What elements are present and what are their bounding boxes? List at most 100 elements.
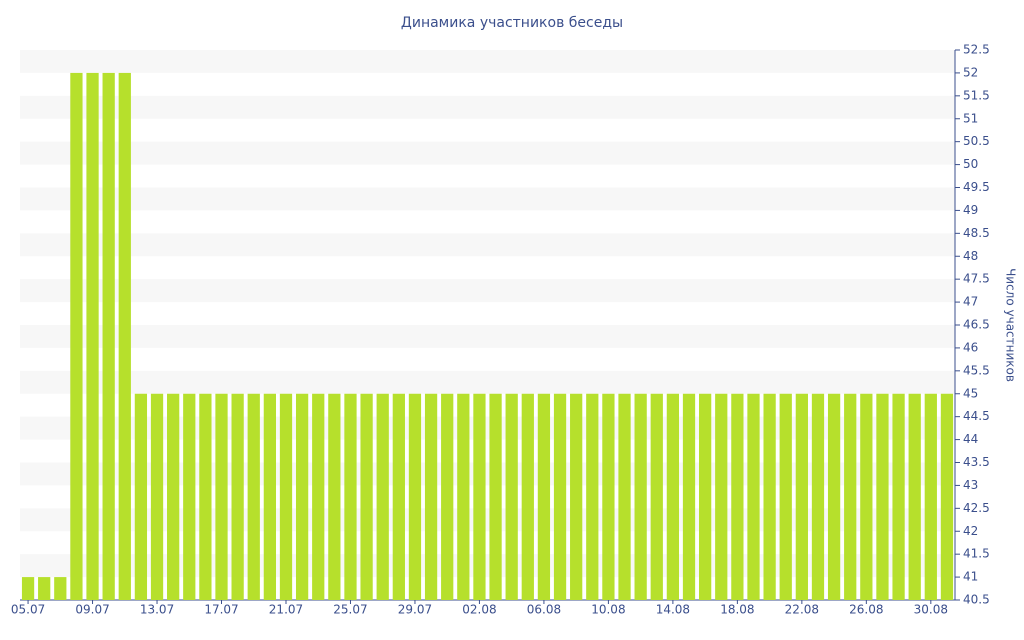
bar [263, 393, 276, 600]
x-tick-label: 14.08 [656, 603, 690, 617]
bar [134, 393, 148, 600]
x-tick-label: 02.08 [462, 603, 496, 617]
x-tick-label: 10.08 [591, 603, 625, 617]
bar [537, 393, 551, 600]
y-tick-label: 42.5 [963, 501, 990, 515]
bar [215, 393, 228, 600]
bar [279, 393, 293, 600]
y-tick-label: 46.5 [963, 318, 990, 332]
bar [940, 393, 954, 600]
bar [892, 393, 905, 600]
y-tick-label: 50.5 [963, 134, 990, 148]
bar [167, 393, 180, 600]
bar [844, 393, 857, 600]
bar [763, 393, 776, 600]
grid-band [20, 279, 955, 303]
bar [553, 393, 567, 600]
bar [86, 72, 99, 600]
y-tick-label: 48 [963, 249, 978, 263]
x-tick-label: 09.07 [75, 603, 109, 617]
bar [360, 393, 373, 600]
bar [38, 577, 51, 600]
y-tick-label: 47.5 [963, 272, 990, 286]
bar [247, 393, 260, 600]
grid-band [20, 141, 955, 165]
bar [70, 72, 83, 600]
y-tick-label: 43 [963, 478, 978, 492]
bar [21, 577, 35, 600]
x-tick-label: 17.07 [204, 603, 238, 617]
bar [666, 393, 680, 600]
y-tick-label: 43.5 [963, 455, 990, 469]
bar [505, 393, 518, 600]
bar [231, 393, 244, 600]
bar [827, 393, 841, 600]
bar [457, 393, 470, 600]
bar [876, 393, 889, 600]
bar [392, 393, 405, 600]
y-tick-label: 45.5 [963, 363, 990, 377]
bar [811, 393, 825, 600]
bar [376, 393, 389, 600]
x-tick-label: 22.08 [785, 603, 819, 617]
bar [150, 393, 164, 600]
y-tick-label: 52.5 [963, 43, 990, 57]
y-tick-label: 40.5 [963, 593, 990, 607]
bar [408, 393, 422, 600]
y-axis-label: Число участников [1004, 268, 1018, 382]
y-tick-label: 44.5 [963, 409, 990, 423]
y-tick-label: 48.5 [963, 226, 990, 240]
bar [747, 393, 760, 600]
chart-title: Динамика участников беседы [401, 15, 623, 31]
bar [102, 72, 115, 600]
bar [682, 393, 696, 600]
bar [424, 393, 438, 600]
bar [183, 393, 196, 600]
bar [473, 393, 486, 600]
grid-band [20, 95, 955, 119]
y-tick-label: 41 [963, 570, 978, 584]
x-tick-label: 21.07 [269, 603, 303, 617]
y-tick-label: 42 [963, 524, 978, 538]
y-tick-label: 44 [963, 432, 978, 446]
y-tick-label: 41.5 [963, 547, 990, 561]
grid-band [20, 187, 955, 211]
y-tick-label: 49.5 [963, 180, 990, 194]
bar [199, 393, 212, 600]
x-tick-label: 13.07 [140, 603, 174, 617]
bar [908, 393, 921, 600]
bar [489, 393, 502, 600]
bar [860, 393, 873, 600]
y-tick-label: 51 [963, 111, 978, 125]
grid-band [20, 233, 955, 257]
bar [328, 393, 341, 600]
y-tick-label: 51.5 [963, 88, 990, 102]
bar [924, 393, 937, 600]
x-tick-label: 25.07 [333, 603, 367, 617]
y-tick-label: 46 [963, 340, 978, 354]
grid-band [20, 50, 955, 73]
x-tick-label: 05.07 [11, 603, 45, 617]
y-tick-label: 47 [963, 295, 978, 309]
bar [779, 393, 792, 600]
bar [295, 393, 309, 600]
bar [618, 393, 631, 600]
x-tick-label: 06.08 [527, 603, 561, 617]
x-tick-label: 30.08 [914, 603, 948, 617]
x-tick-label: 29.07 [398, 603, 432, 617]
bar [521, 393, 534, 600]
bar [570, 393, 583, 600]
bar [344, 393, 357, 600]
bar [441, 393, 454, 600]
grid-band [20, 370, 955, 394]
bar [715, 393, 728, 600]
x-tick-label: 18.08 [720, 603, 754, 617]
y-tick-label: 45 [963, 386, 978, 400]
y-tick-label: 50 [963, 157, 978, 171]
grid-band [20, 325, 955, 348]
bar [602, 393, 615, 600]
y-tick-label: 49 [963, 203, 978, 217]
bar [54, 577, 67, 600]
y-tick-label: 52 [963, 65, 978, 79]
